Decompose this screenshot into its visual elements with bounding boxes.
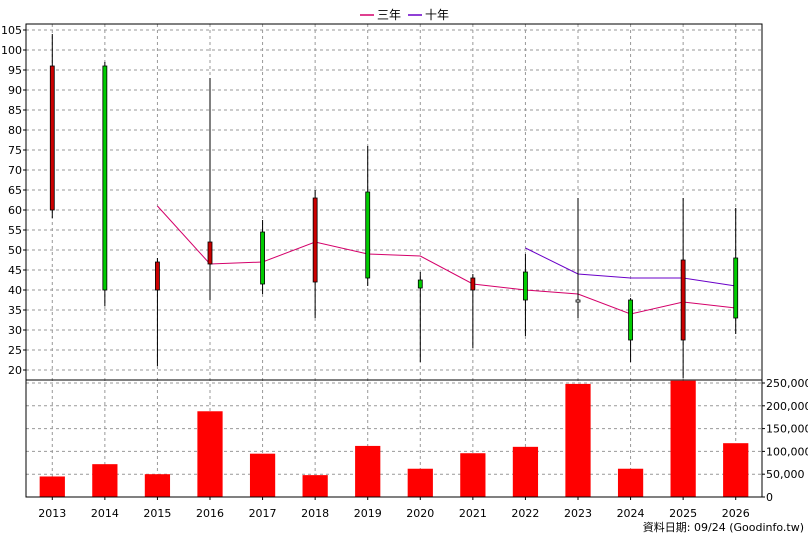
candle-body [680,259,686,341]
candle-body [733,257,739,319]
volume-bar [565,383,591,497]
price-tick-label: 75 [8,144,22,157]
candle-body [365,191,371,279]
x-tick-label: 2018 [301,507,329,520]
volume-bar [512,446,539,497]
x-tick-label: 2022 [511,507,539,520]
x-tick-label: 2019 [354,507,382,520]
candle-body [417,279,423,289]
candle-body [312,197,318,283]
plot-frame [25,23,763,498]
x-tick-label: 2024 [617,507,645,520]
price-tick-label: 100 [1,44,22,57]
candlesticks [49,34,739,378]
volume-bar [723,443,749,497]
price-tick-label: 20 [8,364,22,377]
volume-tick-label: 250,000 [766,377,808,390]
price-tick-label: 90 [8,84,22,97]
x-tick-label: 2023 [564,507,592,520]
volume-bars [39,380,749,497]
price-tick-label: 65 [8,184,22,197]
volume-bar [407,468,433,497]
volume-bar [460,453,486,497]
ma10-line [525,247,736,287]
legend-ma10-label: 十年 [425,8,449,22]
moving-average-lines [157,205,736,315]
volume-bar [670,380,696,497]
source-label: 資料日期: 09/24 (Goodinfo.tw) [643,520,804,534]
x-tick-label: 2014 [91,507,119,520]
price-tick-label: 80 [8,124,22,137]
x-tick-label: 2013 [38,507,66,520]
x-tick-label: 2026 [722,507,750,520]
volume-bar [92,464,118,497]
price-tick-label: 25 [8,344,22,357]
candle-body [470,277,476,291]
price-tick-label: 55 [8,224,22,237]
legend: 三年 十年 [360,8,449,22]
ma3-line [157,205,736,315]
price-tick-label: 70 [8,164,22,177]
candle-body [155,261,160,291]
volume-tick-label: 0 [766,491,773,504]
x-tick-label: 2016 [196,507,224,520]
axes: 2025303540455055606570758085909510010505… [1,23,808,520]
price-tick-label: 60 [8,204,22,217]
volume-bar [249,453,276,497]
volume-bar [197,411,223,497]
volume-tick-label: 150,000 [766,423,808,436]
price-tick-label: 105 [1,24,22,37]
x-tick-label: 2017 [249,507,277,520]
candle-body [102,65,108,291]
volume-bar [144,474,171,497]
candle-body [49,65,55,211]
volume-tick-label: 200,000 [766,400,808,413]
price-tick-label: 50 [8,244,22,257]
volume-bar [39,476,65,497]
grid [26,24,762,498]
x-tick-label: 2020 [406,507,434,520]
price-tick-label: 85 [8,104,22,117]
volume-tick-label: 50,000 [766,468,805,481]
candle-body [628,299,633,341]
price-tick-label: 40 [8,284,22,297]
volume-bar [617,468,644,497]
volume-tick-label: 100,000 [766,445,808,458]
x-tick-label: 2015 [143,507,171,520]
price-tick-label: 45 [8,264,22,277]
candle-body [260,231,265,285]
x-tick-label: 2025 [669,507,697,520]
candle-body [207,241,213,265]
x-tick-label: 2021 [459,507,487,520]
candle-body [575,299,581,303]
volume-bar [355,445,381,497]
price-tick-label: 95 [8,64,22,77]
price-tick-label: 35 [8,304,22,317]
candle-body [523,271,528,301]
price-tick-label: 30 [8,324,22,337]
volume-bar [302,475,328,497]
legend-ma3-label: 三年 [377,8,401,22]
